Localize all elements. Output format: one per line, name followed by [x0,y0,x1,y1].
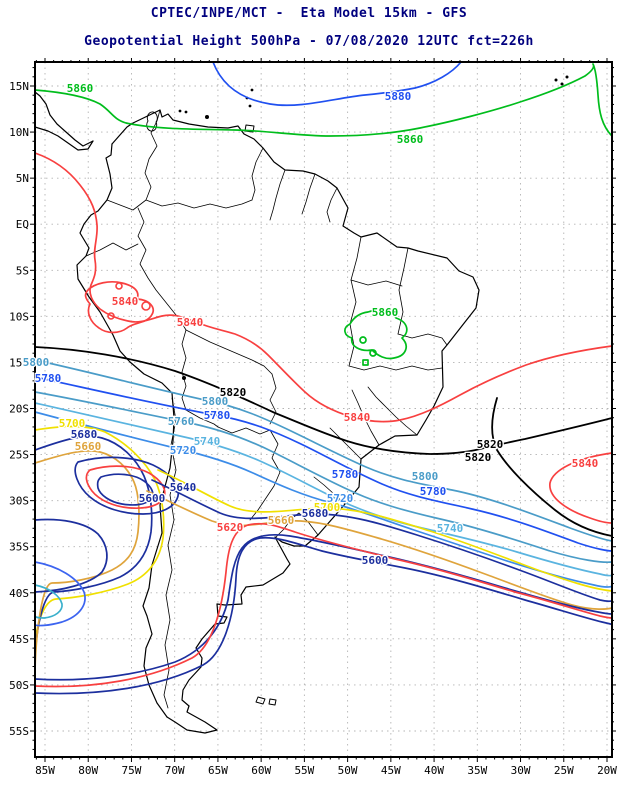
lon-tick-label: 70W [165,764,185,777]
contour-label-5840: 5840 [177,316,204,329]
lon-tick-label: 50W [338,764,358,777]
lat-tick-label: 30S [9,495,29,508]
lon-tick-label: 20W [597,764,617,777]
contour-label-5780: 5780 [204,409,231,422]
contour-labels: 5860588058605840584058605820584058005780… [22,81,600,569]
lon-tick-label: 55W [294,764,314,777]
lon-tick-label: 25W [554,764,574,777]
contour-label-5700: 5700 [314,501,341,514]
contour-label-5680: 5680 [302,507,329,520]
contour-label-5800: 5800 [23,356,50,369]
contour-label-5720: 5720 [327,492,354,505]
contour-label-5820: 5820 [220,386,247,399]
lon-tick-label: 35W [467,764,487,777]
lat-tick-label: 5S [16,264,29,277]
contour-label-5660: 5660 [268,514,295,527]
lat-tick-label: 45S [9,633,29,646]
contour-label-5860: 5860 [397,133,424,146]
axis-labels: 85W 80W 75W 70W 65W 60W 55W 50W 45W 40W 35W 30W 25W 2… [9,80,617,777]
contour-label-5640: 5640 [170,481,197,494]
contour-label-5840: 5840 [112,295,139,308]
lat-tick-label: 55S [9,725,29,738]
contour-label-5840: 5840 [344,411,371,424]
lon-tick-label: 65W [208,764,228,777]
contour-label-5700: 5700 [59,417,86,430]
contour-label-5680: 5680 [71,428,98,441]
contour-label-5800: 5800 [202,395,229,408]
lon-tick-label: 45W [381,764,401,777]
contour-label-5860: 5860 [67,82,94,95]
contour-label-5840: 5840 [572,457,599,470]
lat-tick-label: 50S [9,679,29,692]
contour-label-5860: 5860 [372,306,399,319]
lat-tick-label: 10N [9,126,29,139]
contour-label-5780: 5780 [420,485,447,498]
contour-label-5720: 5720 [170,444,197,457]
lat-tick-label: EQ [16,218,29,231]
lon-tick-label: 60W [251,764,271,777]
contour-label-5600: 5600 [362,554,389,567]
lat-tick-label: 15S [9,356,29,369]
height-contours [34,61,613,695]
contour-label-5820: 5820 [465,451,492,464]
contour-label-5740: 5740 [437,522,464,535]
lon-tick-label: 80W [78,764,98,777]
chart-title-line1: CPTEC/INPE/MCT - Eta Model 15km - GFS [150,6,468,21]
contour-label-5820: 5820 [477,438,504,451]
lat-tick-label: 10S [9,310,29,323]
plot-frame [30,58,616,762]
lat-tick-label: 5N [16,172,29,185]
contour-label-5600: 5600 [139,492,166,505]
contour-label-5740: 5740 [194,435,221,448]
lat-tick-label: 40S [9,587,29,600]
lon-tick-label: 30W [511,764,531,777]
latlon-grid [35,62,612,757]
lon-tick-label: 75W [122,764,142,777]
contour-label-5780: 5780 [35,372,62,385]
lat-tick-label: 35S [9,541,29,554]
lon-tick-label: 85W [35,764,55,777]
contour-label-5760: 5760 [168,415,195,428]
chart-title-line2: Geopotential Height 500hPa - 07/08/2020 … [84,34,534,49]
contour-label-5620: 5620 [217,521,244,534]
contour-label-5880: 5880 [385,90,412,103]
lat-tick-label: 20S [9,402,29,415]
lat-tick-label: 15N [9,80,29,93]
contour-label-5800: 5800 [412,470,439,483]
contour-label-5780: 5780 [332,468,359,481]
lon-tick-label: 40W [424,764,444,777]
lat-tick-label: 25S [9,449,29,462]
coastline-and-borders [34,75,569,734]
contour-label-5660: 5660 [75,440,102,453]
